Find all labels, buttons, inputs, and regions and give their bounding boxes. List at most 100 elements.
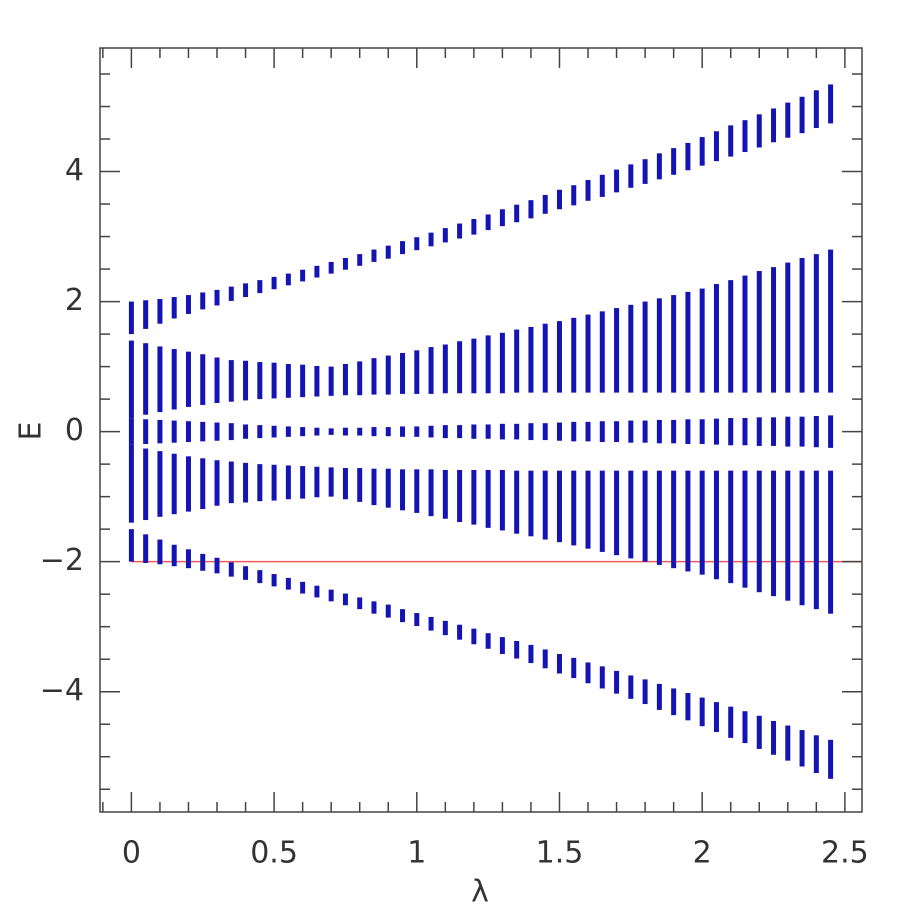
band-column (300, 427, 306, 437)
band-column (542, 194, 548, 214)
band-column (556, 653, 562, 674)
band-column (556, 189, 562, 210)
band-column (200, 553, 206, 571)
band-column (328, 589, 334, 602)
band-column (400, 426, 406, 437)
band-column (528, 423, 534, 441)
band-column (785, 725, 791, 761)
y-axis-label: E (14, 422, 49, 441)
band-column (542, 323, 548, 393)
band-column (485, 214, 491, 231)
band-column (385, 427, 391, 437)
band-column (713, 131, 719, 162)
band-column (656, 298, 662, 393)
band-column (314, 585, 320, 598)
band-column (728, 280, 734, 393)
band-column (143, 419, 149, 444)
band-column (656, 419, 662, 444)
band-column (628, 470, 634, 559)
x-tick-label: 2 (693, 836, 712, 871)
band-column (328, 428, 334, 435)
x-tick-label: 0.5 (250, 836, 298, 871)
band-column (728, 125, 734, 157)
band-column (171, 297, 177, 319)
band-column (614, 169, 620, 193)
band-column (756, 470, 762, 593)
band-column (614, 670, 620, 694)
band-column (285, 465, 291, 500)
band-column (599, 421, 605, 443)
band-column (628, 304, 634, 393)
band-column (699, 419, 705, 444)
band-column (671, 148, 677, 175)
band-column (200, 354, 206, 405)
band-column (243, 566, 249, 580)
band-column (428, 347, 434, 394)
band-column (214, 557, 220, 574)
band-column (685, 419, 691, 444)
band-column (300, 364, 306, 398)
band-column (200, 458, 206, 510)
band-column (228, 461, 234, 504)
band-column (128, 301, 134, 335)
band-column (342, 364, 348, 396)
band-column (542, 470, 548, 540)
x-axis-label: λ (471, 875, 489, 910)
band-column (813, 735, 819, 773)
band-column (799, 470, 805, 606)
band-column (442, 620, 448, 636)
band-column (271, 362, 277, 399)
band-column (400, 609, 406, 623)
band-column (271, 574, 277, 587)
band-column (713, 470, 719, 580)
band-column (357, 361, 363, 396)
band-column (742, 417, 748, 446)
band-column (457, 624, 463, 640)
band-column (185, 351, 191, 407)
band-column (828, 470, 834, 614)
band-column (514, 329, 520, 393)
plot-frame (99, 47, 863, 813)
band-column (828, 415, 834, 448)
band-column (656, 470, 662, 565)
band-column (342, 593, 348, 606)
band-column (457, 341, 463, 394)
band-column (699, 288, 705, 393)
band-column (457, 425, 463, 439)
band-column (171, 420, 177, 443)
band-column (400, 469, 406, 511)
band-column (128, 444, 134, 523)
band-column (556, 422, 562, 441)
band-column (414, 613, 420, 627)
band-column (785, 102, 791, 138)
band-column (713, 702, 719, 733)
band-column (285, 273, 291, 286)
band-column (385, 604, 391, 618)
band-column (614, 421, 620, 443)
band-column (713, 284, 719, 393)
band-column (585, 314, 591, 393)
band-column (243, 424, 249, 439)
band-column (799, 258, 805, 393)
band-column (828, 84, 834, 124)
band-column (771, 108, 777, 143)
band-column (271, 425, 277, 438)
x-tick-label: 1 (407, 836, 426, 871)
y-tick-label: −4 (40, 673, 84, 708)
band-column (357, 254, 363, 266)
band-column (485, 469, 491, 528)
band-column (771, 417, 777, 446)
band-column (171, 453, 177, 515)
band-column (357, 427, 363, 436)
band-column (257, 425, 263, 439)
band-column (485, 633, 491, 649)
band-column (214, 357, 220, 404)
band-column (471, 424, 477, 439)
band-column (685, 291, 691, 393)
band-column (828, 739, 834, 779)
band-column (300, 581, 306, 594)
band-column (514, 640, 520, 659)
band-column (143, 300, 149, 329)
band-column (371, 358, 377, 395)
band-column (128, 418, 134, 445)
